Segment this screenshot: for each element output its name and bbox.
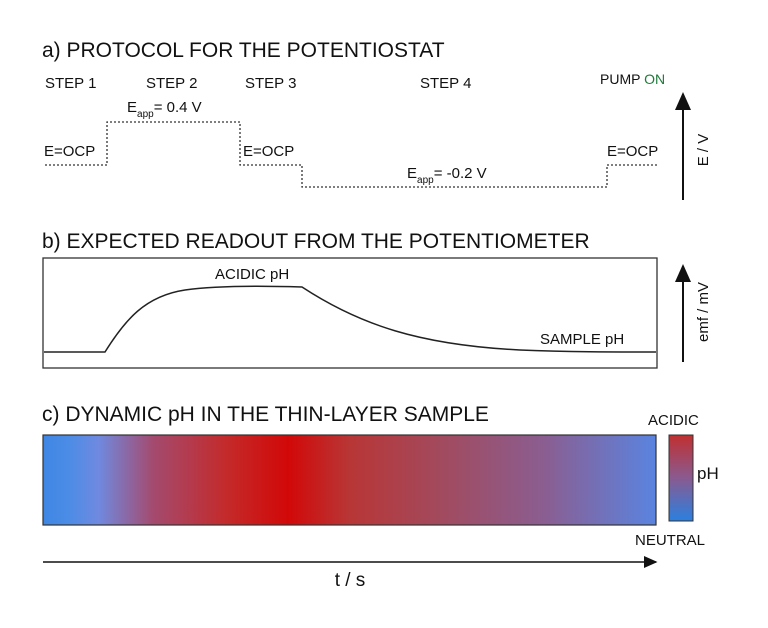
baseline-label: SAMPLE pH bbox=[540, 331, 624, 348]
axis-label: emf / mV bbox=[695, 282, 712, 342]
value: = -0.2 V bbox=[434, 165, 487, 182]
subscript: app bbox=[417, 175, 434, 186]
panel-title: c) DYNAMIC pH IN THE THIN-LAYER SAMPLE bbox=[42, 403, 489, 426]
scale-top: ACIDIC bbox=[648, 412, 699, 429]
step-label: STEP 3 bbox=[245, 75, 296, 92]
symbol: E bbox=[407, 165, 417, 182]
scale-bottom: NEUTRAL bbox=[635, 532, 705, 549]
ocp-label: E=OCP bbox=[44, 143, 95, 160]
readout-frame bbox=[42, 257, 658, 369]
step-label: STEP 4 bbox=[420, 75, 471, 92]
ph-colorbar bbox=[668, 434, 694, 522]
panel-title: b) EXPECTED READOUT FROM THE POTENTIOMET… bbox=[42, 230, 590, 253]
ph-map bbox=[42, 434, 657, 526]
scale-label: pH bbox=[697, 464, 719, 483]
time-label: t / s bbox=[335, 570, 366, 591]
pump-word: PUMP bbox=[600, 71, 640, 87]
axis-label: E / V bbox=[695, 134, 712, 167]
potential-label: Eapp= -0.2 V bbox=[407, 165, 487, 186]
symbol: E bbox=[127, 99, 137, 116]
protocol-trace bbox=[45, 121, 657, 188]
peak-label: ACIDIC pH bbox=[215, 266, 289, 283]
step-label: STEP 1 bbox=[45, 75, 96, 92]
value: = 0.4 V bbox=[154, 99, 202, 116]
ocp-label: E=OCP bbox=[243, 143, 294, 160]
step-label: STEP 2 bbox=[146, 75, 197, 92]
ocp-label: E=OCP bbox=[607, 143, 658, 160]
pump-label: PUMP ON bbox=[600, 71, 665, 87]
potential-label: Eapp= 0.4 V bbox=[127, 99, 202, 120]
subscript: app bbox=[137, 109, 154, 120]
pump-state: ON bbox=[644, 71, 665, 87]
readout-curve bbox=[44, 285, 657, 353]
panel-title: a) PROTOCOL FOR THE POTENTIOSTAT bbox=[42, 39, 445, 62]
